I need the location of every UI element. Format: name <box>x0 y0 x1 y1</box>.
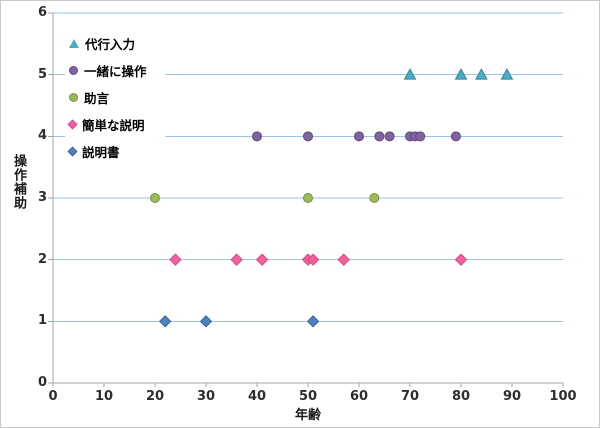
data-point <box>303 131 313 142</box>
x-tick-label: 60 <box>349 389 369 404</box>
data-point <box>169 253 182 266</box>
legend-item: 助言 <box>69 84 161 111</box>
legend-label: 代行入力 <box>85 37 136 52</box>
data-point <box>230 253 243 266</box>
x-tick-label: 40 <box>247 389 267 404</box>
data-point <box>252 131 262 142</box>
triangle-marker-icon <box>69 39 79 48</box>
legend-item: 簡単な説明 <box>67 111 161 138</box>
data-point <box>454 253 468 266</box>
legend-item: 説明書 <box>67 138 161 165</box>
data-point <box>403 68 417 80</box>
data-point <box>150 193 160 203</box>
x-tick-label: 0 <box>48 389 58 404</box>
data-point <box>374 131 385 142</box>
data-point <box>303 193 313 203</box>
circle-marker-icon <box>69 93 78 102</box>
legend-item: 一緒に操作 <box>69 57 161 84</box>
y-tick-label: 2 <box>37 251 47 267</box>
x-tick-label: 10 <box>94 389 114 404</box>
data-point <box>306 315 320 328</box>
x-axis-title: 年齢 <box>294 408 321 423</box>
circle-marker-icon <box>69 66 78 75</box>
data-point <box>500 68 514 80</box>
data-point <box>415 131 426 142</box>
data-point <box>354 131 364 142</box>
data-point <box>158 315 172 328</box>
data-point <box>337 253 350 266</box>
diamond-marker-icon <box>67 146 78 157</box>
data-point <box>450 131 461 142</box>
x-tick-label: 80 <box>451 389 471 404</box>
x-tick-label: 30 <box>196 389 216 404</box>
y-tick-label: 6 <box>37 5 47 20</box>
y-tick-label: 4 <box>37 128 47 144</box>
legend-label: 一緒に操作 <box>84 64 147 79</box>
legend-label: 簡単な説明 <box>82 118 145 133</box>
x-tick-label: 20 <box>145 389 165 404</box>
legend-item: 代行入力 <box>69 30 161 57</box>
data-point <box>369 193 380 203</box>
y-tick-label: 5 <box>37 66 47 82</box>
diamond-marker-icon <box>67 119 78 130</box>
data-point <box>384 131 395 142</box>
legend: 代行入力一緒に操作助言簡単な説明説明書 <box>65 28 165 167</box>
legend-label: 説明書 <box>82 145 120 160</box>
x-tick-label: 50 <box>298 389 318 404</box>
x-tick-label: 100 <box>549 389 577 404</box>
x-tick-label: 90 <box>502 389 522 404</box>
x-tick-label: 70 <box>400 389 420 404</box>
data-point <box>454 68 468 80</box>
data-point <box>199 315 213 328</box>
y-axis-title: 操作補助 <box>11 154 26 210</box>
y-tick-label: 3 <box>37 190 47 205</box>
y-tick-label: 0 <box>37 375 47 390</box>
data-point <box>475 68 488 80</box>
data-point <box>255 253 269 266</box>
legend-label: 助言 <box>84 91 110 106</box>
data-point <box>306 253 320 266</box>
y-tick-label: 1 <box>37 313 47 329</box>
